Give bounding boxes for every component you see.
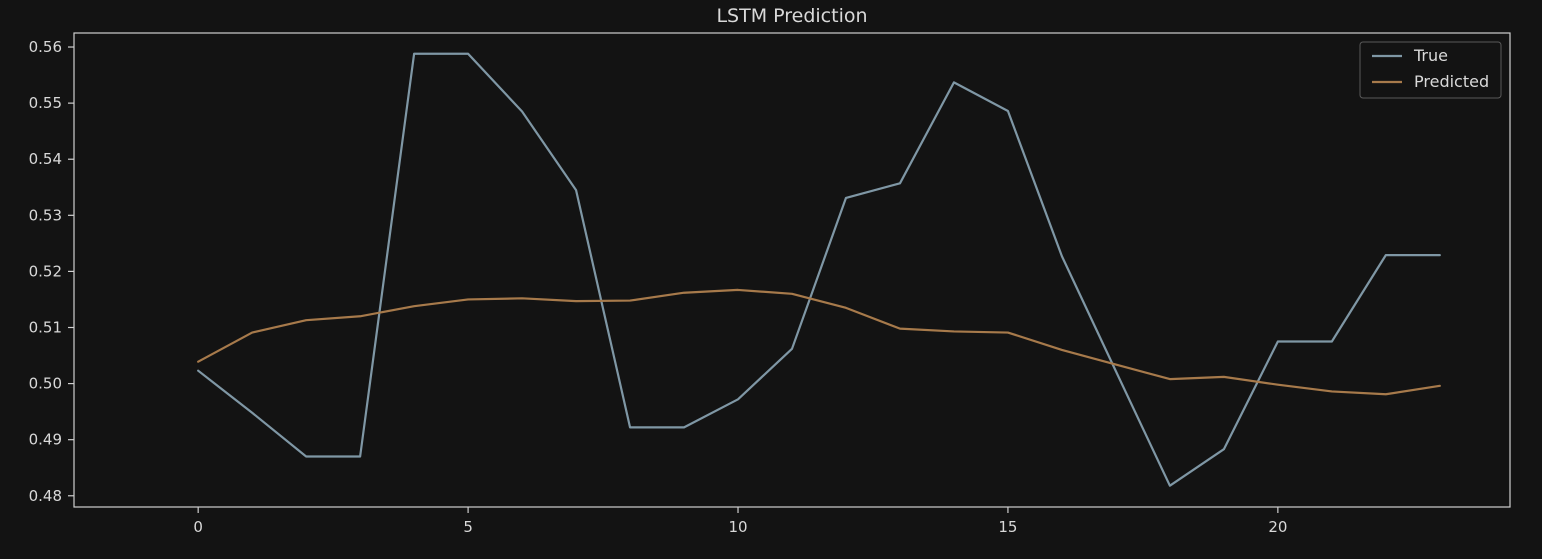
legend: True Predicted xyxy=(1359,41,1502,99)
y-tick-label: 0.55 xyxy=(29,94,62,112)
y-tick-label: 0.49 xyxy=(29,431,62,449)
y-tick-label: 0.51 xyxy=(29,318,62,336)
y-tick-label: 0.54 xyxy=(29,150,62,168)
x-axis: 0 5 10 15 20 xyxy=(193,507,1287,536)
series-line-true xyxy=(197,52,1441,487)
chart-title: LSTM Prediction xyxy=(716,5,867,27)
legend-label-true: True xyxy=(1413,46,1448,65)
y-tick-label: 0.48 xyxy=(29,487,62,505)
x-tick-label: 15 xyxy=(998,518,1017,536)
y-tick-label: 0.50 xyxy=(29,375,62,393)
series-line-predicted xyxy=(197,288,1441,396)
x-tick-label: 10 xyxy=(728,518,747,536)
series-layer xyxy=(197,52,1441,487)
x-tick-label: 5 xyxy=(463,518,473,536)
y-tick-label: 0.52 xyxy=(29,262,62,280)
legend-label-predicted: Predicted xyxy=(1414,72,1489,91)
y-axis: 0.48 0.49 0.50 0.51 0.52 0.53 0.54 0.55 0.56 xyxy=(29,38,74,505)
x-tick-label: 20 xyxy=(1268,518,1287,536)
y-tick-label: 0.53 xyxy=(29,206,62,224)
x-tick-label: 0 xyxy=(193,518,203,536)
y-tick-label: 0.56 xyxy=(29,38,62,56)
plot-area xyxy=(73,32,1511,508)
